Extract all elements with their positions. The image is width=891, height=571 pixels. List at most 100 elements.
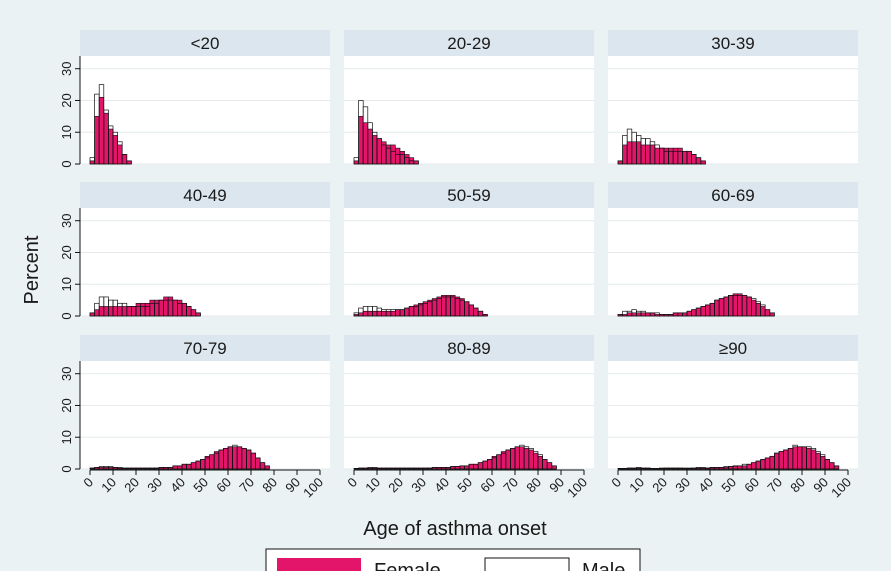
bar-female (755, 302, 761, 317)
bar-female (459, 298, 465, 317)
panel-title: 80-89 (447, 339, 490, 358)
bar-female (445, 295, 451, 317)
bar-female (672, 147, 679, 165)
bar-female (482, 460, 488, 470)
bar-female (714, 299, 720, 317)
bar-female (468, 463, 474, 470)
bar-female (787, 448, 794, 470)
bar-female (459, 465, 465, 470)
bar-male (649, 468, 656, 470)
bar-female (477, 310, 484, 317)
bar-female (659, 147, 665, 165)
panel-title: 70-79 (183, 339, 226, 358)
panel-strip (80, 182, 330, 208)
y-tick-label: 10 (59, 430, 74, 444)
y-tick-label: 0 (59, 160, 74, 167)
bar-female (126, 160, 132, 165)
bar-female (820, 455, 826, 470)
bar-female (390, 144, 396, 165)
bar-female (626, 312, 633, 317)
bar-female (399, 309, 405, 317)
bar-female (98, 306, 105, 317)
bar-female (636, 141, 642, 165)
bar-female (528, 449, 534, 470)
bar-female (404, 154, 410, 165)
bar-female (408, 306, 415, 317)
bar-female (213, 451, 220, 470)
bar-female (797, 446, 803, 470)
bar-female (255, 457, 261, 470)
bar-female (833, 465, 840, 470)
bar-female (223, 448, 229, 470)
bar-male (353, 468, 359, 470)
bar-female (454, 466, 461, 470)
bar-female (514, 446, 520, 470)
bar-female (519, 446, 525, 470)
bar-female (112, 306, 118, 317)
bar-female (190, 309, 197, 317)
bar-female (636, 312, 642, 317)
bar-female (487, 459, 493, 470)
bar-female (769, 455, 775, 470)
bar-female (190, 462, 197, 470)
bar-female (144, 302, 151, 317)
legend-swatch-female (277, 558, 361, 571)
y-tick-label: 20 (59, 93, 74, 107)
bar-female (505, 449, 511, 470)
bar-female (140, 302, 146, 317)
bar-female (663, 147, 669, 165)
bar-female (500, 451, 507, 470)
panel-5: 50-59 (344, 182, 594, 317)
bar-female (649, 144, 656, 165)
bar-female (117, 306, 123, 317)
bar-female (551, 465, 557, 470)
bar-female (778, 451, 784, 470)
bar-female (542, 459, 548, 470)
bar-female (829, 462, 835, 470)
bar-female (436, 296, 442, 317)
panel-title: 60-69 (711, 186, 754, 205)
bar-male (833, 465, 840, 470)
panel-title: 40-49 (183, 186, 226, 205)
panel-1: <20 0 10 20 30 (59, 30, 330, 168)
bar-female (108, 306, 114, 317)
bar-female (404, 307, 410, 317)
panel-title: ≥90 (719, 339, 747, 358)
bar-female (631, 312, 637, 317)
bar-female (718, 298, 725, 317)
bar-female (131, 306, 137, 317)
bar-female (746, 463, 752, 470)
bar-female (358, 312, 364, 317)
bar-female (737, 465, 743, 470)
bar-female (367, 128, 373, 165)
bar-female (121, 306, 128, 317)
bar-female (362, 310, 369, 317)
panel-strip (344, 182, 594, 208)
x-axis-title: Age of asthma onset (363, 518, 547, 540)
bar-female (241, 448, 247, 470)
bar-female (172, 299, 178, 317)
bar-female (709, 302, 715, 317)
bar-female (760, 459, 766, 470)
bar-female (546, 462, 553, 470)
bar-female (682, 150, 688, 165)
bar-female (431, 298, 438, 317)
bar-female (737, 293, 743, 317)
bar-female (181, 463, 187, 470)
bar-female (617, 160, 623, 165)
bar-female (732, 293, 738, 317)
bar-female (622, 144, 628, 165)
bar-female (523, 448, 530, 470)
bar-female (236, 446, 243, 470)
bar-female (135, 302, 141, 317)
bar-female (259, 462, 266, 470)
panel-strip (608, 30, 858, 56)
bar-female (510, 448, 516, 470)
bar-female (801, 446, 807, 470)
bar-male (617, 468, 623, 470)
panel-3: 30-39 (608, 30, 858, 165)
bar-female (362, 122, 369, 165)
bar-female (751, 299, 757, 317)
